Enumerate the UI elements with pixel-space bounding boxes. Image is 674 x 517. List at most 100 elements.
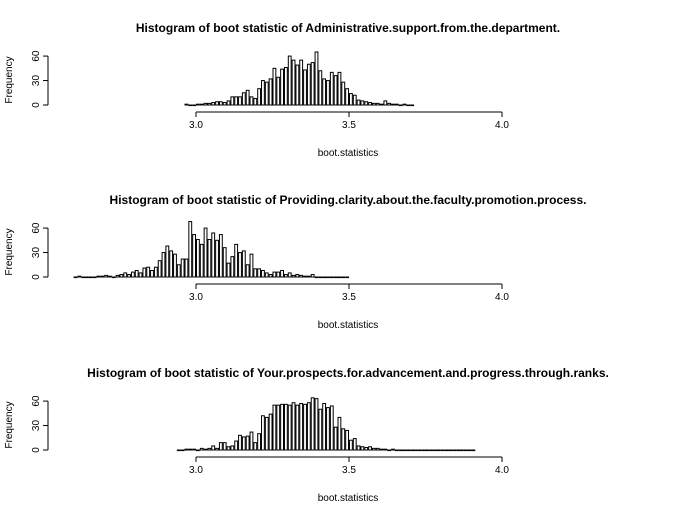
histogram-bar — [414, 449, 418, 452]
histogram-bar — [295, 404, 300, 451]
histogram-bar — [207, 238, 212, 278]
histogram-bar — [196, 449, 200, 452]
histogram-bar — [203, 227, 208, 278]
y-tick-label: 30 — [31, 420, 42, 432]
histogram-bar — [291, 402, 296, 451]
histogram-bar — [222, 442, 227, 451]
histogram-bar — [123, 272, 128, 278]
histogram-bar — [440, 449, 445, 452]
histogram-bar — [184, 258, 189, 278]
histogram-bar — [188, 221, 193, 278]
histogram-bar — [108, 275, 112, 278]
histogram-bar — [345, 276, 350, 279]
histogram-bar — [272, 404, 277, 451]
histogram-bar — [257, 88, 262, 106]
histogram-bar — [452, 449, 457, 452]
histogram-bar — [306, 275, 311, 278]
histogram-bar — [329, 276, 334, 279]
histogram-bar — [299, 403, 304, 451]
histogram-bar — [410, 449, 415, 452]
y-axis-label: Frequency — [4, 401, 15, 448]
histogram-bar — [303, 275, 307, 278]
y-axis: 0 30 60 — [31, 395, 49, 453]
histogram-bar — [322, 276, 327, 279]
x-axis: 3.0 3.5 4.0 — [189, 283, 509, 303]
histogram-bar — [146, 266, 151, 278]
y-tick-label: 0 — [31, 102, 42, 108]
histogram-bar — [280, 403, 284, 451]
histogram-bar — [261, 415, 265, 451]
histogram-bar — [188, 448, 193, 451]
histogram-bar — [264, 416, 269, 451]
histogram-bar — [333, 426, 338, 451]
histogram-bar — [360, 446, 365, 451]
histogram-bar — [341, 428, 346, 451]
histogram-bar — [111, 276, 116, 279]
histogram-bar — [295, 64, 300, 106]
histogram-bar — [130, 271, 135, 278]
histogram-bar — [238, 252, 242, 278]
histogram-bar — [318, 408, 323, 451]
histogram-bar — [92, 276, 97, 279]
histogram-bar — [349, 93, 353, 106]
chart-title: Histogram of boot statistic of Providing… — [110, 193, 587, 207]
x-axis: 3.0 3.5 4.0 — [189, 111, 509, 131]
histogram-bar — [272, 271, 277, 278]
histogram-bar — [276, 404, 281, 451]
histogram-bar — [203, 448, 208, 451]
histogram-bar — [192, 234, 197, 278]
histogram-bar — [211, 445, 216, 451]
histogram-bar — [467, 449, 472, 452]
histogram-bar — [188, 104, 193, 107]
histogram-bar — [192, 104, 196, 107]
histogram-bar — [429, 449, 434, 452]
histogram-bar — [249, 253, 254, 278]
histogram-bar — [230, 445, 235, 451]
histogram-bar — [341, 81, 346, 106]
histogram-bar — [234, 243, 239, 278]
histogram-bar — [207, 447, 212, 451]
x-tick-label: 3.5 — [342, 292, 356, 303]
histogram-bar — [295, 274, 300, 278]
y-tick-label: 60 — [31, 395, 42, 407]
histogram-bar — [264, 272, 269, 278]
histogram-bar — [180, 449, 185, 452]
histogram-bar — [303, 403, 307, 451]
histogram-bar — [391, 448, 395, 451]
histogram-bar — [345, 88, 350, 106]
histogram-bars — [184, 51, 415, 107]
histogram-bar — [356, 445, 361, 451]
histogram-bar — [280, 68, 284, 106]
histogram-bar — [169, 250, 174, 278]
histogram-bar — [241, 436, 246, 451]
histogram-bar — [165, 245, 170, 278]
histogram-bar — [402, 449, 407, 452]
x-tick-label: 3.5 — [342, 120, 356, 131]
histogram-bar — [241, 250, 246, 278]
histogram-bar — [272, 67, 277, 106]
histogram-bar — [306, 63, 311, 106]
histogram-bar — [417, 449, 422, 452]
histogram-bar — [356, 99, 361, 106]
histogram-bar — [283, 66, 288, 106]
histogram-bar — [199, 447, 204, 451]
histogram-bar — [196, 238, 200, 278]
histogram-bar — [218, 101, 223, 106]
histogram-bar — [215, 239, 219, 278]
histogram-bar — [77, 275, 82, 278]
histogram-bar — [85, 276, 89, 279]
x-tick-label: 3.5 — [342, 465, 356, 476]
x-axis-label: boot.statistics — [318, 320, 379, 331]
histogram-bar — [306, 402, 311, 451]
histogram-bar — [218, 234, 223, 278]
histogram-bar — [238, 434, 242, 451]
histogram-bar — [203, 102, 208, 106]
histogram-bar — [387, 449, 392, 452]
histogram-bar — [349, 439, 353, 451]
histogram-bar — [100, 275, 105, 278]
histogram-bar — [176, 264, 181, 278]
histogram-bar — [444, 449, 449, 452]
histogram-bar — [299, 274, 304, 278]
histogram-bar — [456, 449, 460, 452]
histogram-bar — [287, 272, 292, 278]
